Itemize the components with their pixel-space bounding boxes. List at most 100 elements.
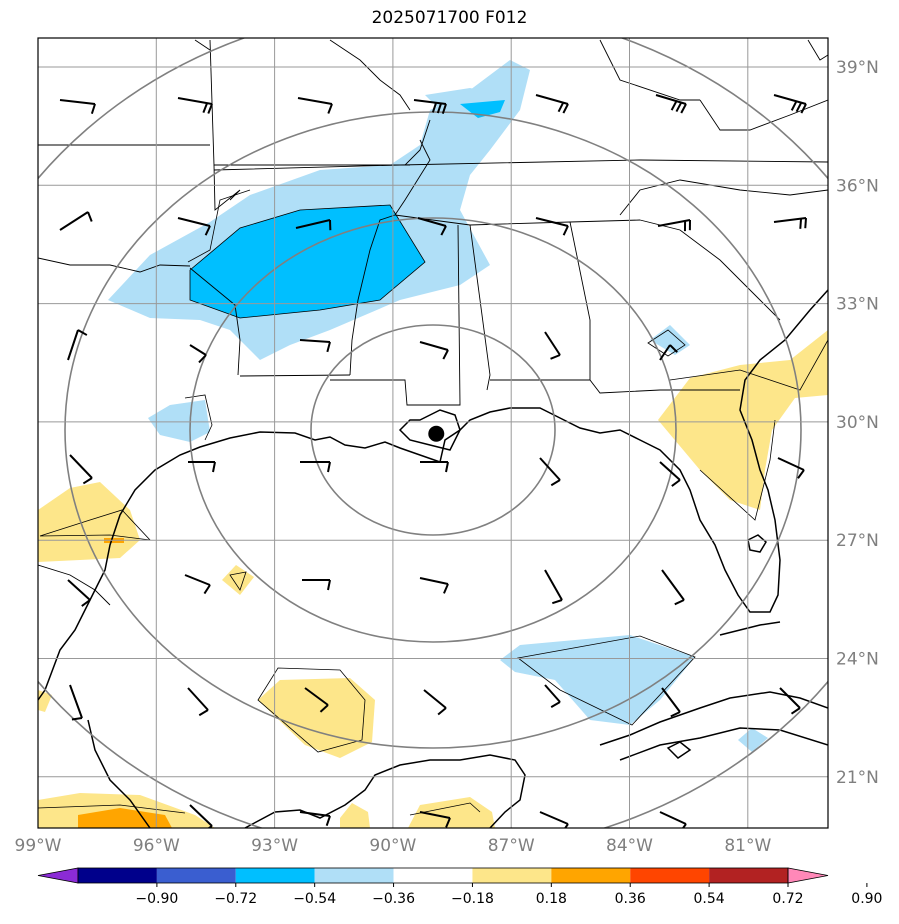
colorbar-segment xyxy=(235,868,315,883)
wind-barb-staff xyxy=(661,569,685,601)
negative-light-region xyxy=(650,325,690,355)
state-boundary xyxy=(394,214,641,226)
latitude-label: 24°N xyxy=(836,650,879,670)
longitude-label: 96°W xyxy=(133,836,180,856)
colorbar-segment xyxy=(472,868,552,883)
state-boundary xyxy=(639,219,781,321)
latitude-label: 36°N xyxy=(836,176,879,196)
wind-barb-staff xyxy=(423,689,447,709)
latitude-label: 30°N xyxy=(836,413,879,433)
positive-light-region xyxy=(658,330,828,510)
wind-barb-staff xyxy=(299,339,331,343)
wind-barb-flag xyxy=(71,717,83,721)
wind-barb-flag xyxy=(87,211,93,222)
state-boundary xyxy=(213,164,241,211)
negative-light-region xyxy=(148,400,210,442)
wind-barb-staff xyxy=(773,94,807,105)
longitude-label: 84°W xyxy=(606,836,653,856)
colorbar-segment xyxy=(393,868,473,883)
shaded-anomaly-fields xyxy=(38,60,828,828)
wind-barb-flag xyxy=(550,479,561,487)
wind-barb-staff xyxy=(59,211,89,231)
wind-barb-staff xyxy=(417,217,447,227)
wind-barb-flag xyxy=(81,599,91,607)
graticule xyxy=(38,38,828,828)
mississippi-delta xyxy=(398,409,461,451)
map-title: 2025071700 F012 xyxy=(371,8,528,28)
isle-of-youth xyxy=(666,741,692,759)
wind-barb-staff xyxy=(661,687,681,713)
colorbar-segment xyxy=(314,868,394,883)
wind-barb-flag xyxy=(797,469,805,479)
wind-barb-flag xyxy=(207,103,213,114)
wind-barb-staff xyxy=(535,94,569,105)
wind-barb-flag xyxy=(681,823,687,828)
colorbar-segment xyxy=(78,868,157,883)
wind-barb-flag xyxy=(90,103,96,115)
wind-barb-staff xyxy=(659,461,681,481)
state-boundary xyxy=(189,267,241,376)
latitude-label: 27°N xyxy=(836,531,879,551)
wind-barb-staff xyxy=(779,687,801,709)
colorbar-segment xyxy=(709,868,788,883)
wind-barb-flag xyxy=(82,477,93,485)
wind-barbs xyxy=(59,94,807,828)
wind-barb-staff xyxy=(184,574,211,586)
wind-barb-flag xyxy=(440,225,447,236)
wind-barb-staff xyxy=(535,217,569,227)
latitude-label: 39°N xyxy=(836,58,879,78)
wind-barb-flag xyxy=(319,704,329,713)
wind-barb-flag xyxy=(790,100,798,111)
wind-barb-flag xyxy=(441,103,447,114)
wind-barb-staff xyxy=(189,804,213,827)
range-ring-2 xyxy=(189,217,677,643)
wind-barb-staff xyxy=(544,569,563,601)
colorbar-tick-label: −0.90 xyxy=(135,891,178,907)
positive-mid-region xyxy=(78,808,172,828)
wind-barb-staff xyxy=(177,217,211,227)
wind-barb-staff xyxy=(539,457,561,481)
colorbar-tick-label: −0.18 xyxy=(451,891,494,907)
wind-barb-staff xyxy=(69,684,83,719)
wind-barb-flag xyxy=(202,102,209,113)
wind-barb-staff xyxy=(539,811,569,825)
wind-barb-flag xyxy=(198,354,207,364)
wind-barb-flag xyxy=(564,823,569,828)
wind-barb-staff xyxy=(659,344,671,361)
wind-barb-flag xyxy=(198,709,209,717)
positive-light-region xyxy=(340,803,370,828)
wind-barb-flag xyxy=(212,461,216,473)
wind-barb-flag xyxy=(675,102,683,113)
wind-barb-flag xyxy=(327,461,331,473)
state-boundary xyxy=(349,214,396,376)
wind-barb-flag xyxy=(327,103,333,114)
state-boundary xyxy=(394,139,431,216)
wind-barb-staff xyxy=(544,331,561,356)
state-boundary xyxy=(569,221,591,380)
state-boundary xyxy=(239,374,351,377)
wind-barb-flag xyxy=(436,103,442,114)
wind-barb-flag xyxy=(326,341,331,353)
state-boundary xyxy=(194,39,211,51)
wind-barb-flag xyxy=(674,599,685,606)
colorbar-tick-label: 0.36 xyxy=(615,891,646,907)
state-boundary xyxy=(213,159,828,171)
wind-barb-flag xyxy=(437,707,447,716)
wind-barb-staff xyxy=(419,341,449,351)
positive-light-region xyxy=(408,797,495,828)
wind-barb-flag xyxy=(203,584,211,595)
colorbar-segment xyxy=(551,868,631,883)
florida-keys xyxy=(719,621,781,636)
colorbar-tick-label: −0.36 xyxy=(372,891,415,907)
longitude-labels: 99°W 96°W 93°W 90°W 87°W 84°W 81°W xyxy=(15,836,772,856)
wind-barb-staff xyxy=(59,99,96,105)
latitude-label: 33°N xyxy=(836,295,879,315)
wind-barb-flag xyxy=(552,599,563,605)
negative-mid-region xyxy=(460,100,505,118)
wind-barb-staff xyxy=(777,457,805,471)
colorbar-tick-label: −0.72 xyxy=(214,891,257,907)
wind-barb-staff xyxy=(67,579,91,601)
wind-barb-flag xyxy=(557,102,565,113)
wind-barb-staff xyxy=(67,329,79,361)
wind-barb-staff xyxy=(419,811,451,819)
